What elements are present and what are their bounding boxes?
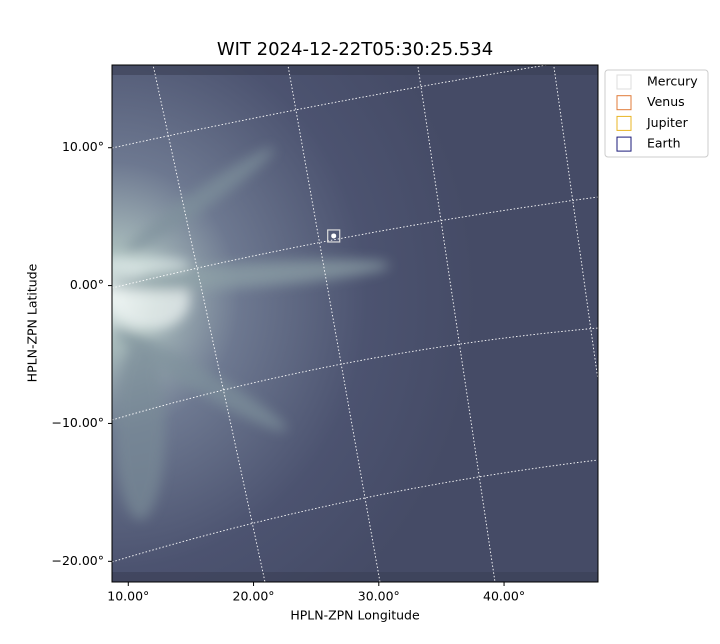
- legend-label: Venus: [647, 94, 685, 109]
- legend-swatch: [616, 136, 632, 152]
- x-axis-label: HPLN-ZPN Longitude: [290, 608, 420, 623]
- legend-swatch: [616, 115, 632, 131]
- y-tick-label: −20.00°: [51, 553, 104, 568]
- y-tick-label: 10.00°: [62, 139, 104, 154]
- legend-swatch: [616, 95, 632, 111]
- x-tick-label: 20.00°: [233, 589, 275, 604]
- chart-title: WIT 2024-12-22T05:30:25.534: [217, 39, 493, 60]
- x-tick-label: 10.00°: [107, 589, 149, 604]
- y-axis-label: HPLN-ZPN Latitude: [25, 263, 40, 382]
- legend: [604, 69, 709, 158]
- axes-frame: [111, 64, 599, 583]
- graticule: [112, 65, 598, 582]
- image: [112, 65, 598, 582]
- planet-point: [331, 233, 337, 239]
- legend-label: Mercury: [647, 74, 698, 89]
- y-tick-label: −10.00°: [51, 415, 104, 430]
- x-tick-label: 40.00°: [483, 589, 525, 604]
- legend-label: Earth: [647, 136, 681, 151]
- y-tick-label: 0.00°: [70, 277, 104, 292]
- legend-label: Jupiter: [646, 115, 689, 130]
- planet-marker: [327, 229, 341, 243]
- legend-swatch: [616, 74, 632, 90]
- x-tick-label: 30.00°: [358, 589, 400, 604]
